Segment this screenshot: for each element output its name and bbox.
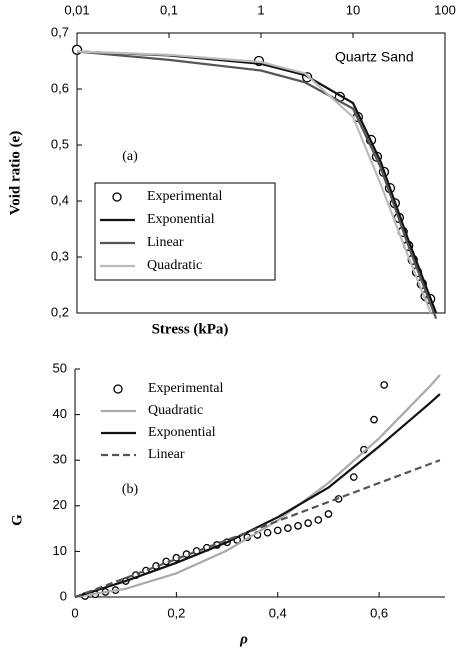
data-point [380, 381, 389, 389]
y-tick-label: 0 [60, 588, 67, 603]
data-point [71, 44, 83, 55]
legend-marker [112, 192, 122, 202]
x-axis-label: Stress (kPa) [152, 321, 229, 337]
x-tick-label: 0,4 [269, 605, 287, 620]
y-axis-label: Void ratio (e) [7, 131, 23, 215]
y-axis-label: G [9, 514, 25, 526]
series-line [74, 459, 441, 599]
y-tick-label: 10 [53, 543, 67, 558]
x-tick-label: 10 [346, 2, 360, 17]
data-point [370, 415, 378, 424]
legend-label: Experimental [147, 189, 223, 204]
y-tick-label: 0,6 [51, 80, 69, 95]
annotation: Quartz Sand [335, 49, 414, 65]
y-tick-label: 0,4 [51, 192, 69, 207]
legend-label: Experimental [148, 381, 224, 396]
y-tick-label: 0,7 [51, 24, 69, 39]
y-tick-label: 0,5 [51, 136, 69, 151]
legend-label: Linear [148, 447, 185, 462]
x-tick-label: 0 [71, 605, 78, 620]
y-tick-label: 50 [53, 360, 67, 375]
data-point [273, 526, 282, 535]
series-line [74, 393, 441, 599]
y-tick-label: 20 [53, 497, 67, 512]
panel-label: (a) [122, 149, 138, 164]
data-point [263, 528, 272, 537]
series-line [74, 374, 441, 599]
y-tick-label: 30 [53, 452, 67, 467]
legend-label: Exponential [148, 425, 216, 440]
x-tick-label: 0,6 [370, 605, 388, 620]
data-point [349, 473, 358, 481]
y-tick-label: 0,2 [51, 304, 69, 319]
x-axis-label: ρ [239, 631, 248, 647]
panel-label: (b) [122, 482, 139, 497]
data-point [314, 516, 323, 524]
x-tick-label: 0,2 [167, 605, 185, 620]
legend-label: Quadratic [148, 403, 203, 418]
data-point [324, 510, 333, 518]
x-tick-label: 0,01 [64, 2, 89, 17]
legend-label: Quadratic [147, 258, 202, 273]
y-tick-label: 0,3 [51, 248, 69, 263]
legend-marker [113, 384, 123, 394]
legend-label: Linear [147, 235, 184, 250]
y-tick-label: 40 [53, 406, 67, 421]
x-tick-label: 100 [434, 2, 456, 17]
x-tick-label: 0,1 [160, 2, 178, 17]
x-tick-label: 1 [257, 2, 264, 17]
legend-label: Exponential [147, 212, 215, 227]
data-point [284, 524, 292, 532]
legend-box [94, 182, 276, 281]
data-point [294, 522, 302, 530]
series-line [76, 50, 432, 314]
data-point [304, 519, 313, 527]
